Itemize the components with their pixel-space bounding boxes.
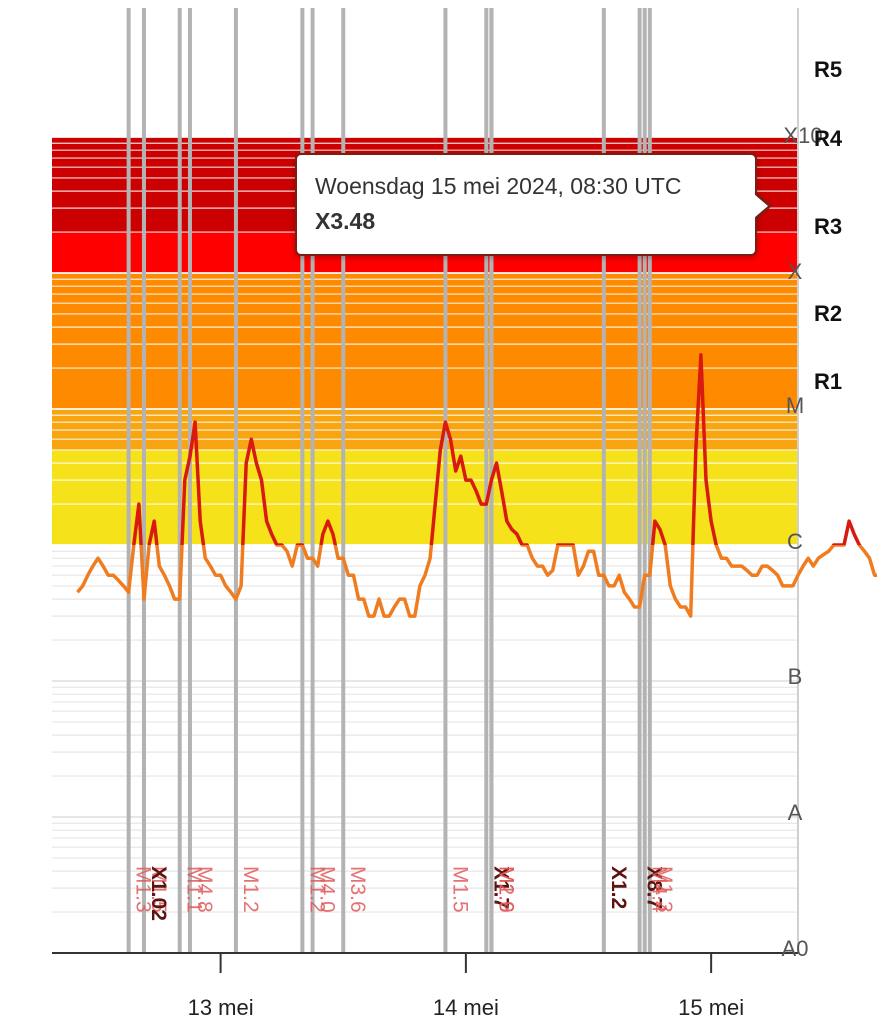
r-label-r3: R3: [814, 214, 842, 239]
class-label-x: X: [788, 259, 803, 284]
tooltip-date: Woensdag 15 mei 2024, 08:30 UTC: [315, 173, 682, 199]
x-tick-label: 13 mei: [188, 995, 254, 1020]
flare-label: M1.2: [305, 866, 328, 913]
x-tick-label: 14 mei: [433, 995, 499, 1020]
r-label-r2: R2: [814, 301, 842, 326]
class-gridlines: [52, 8, 799, 954]
r-scale-labels: R1 R2 R3 R4 R5: [814, 57, 843, 394]
flare-label: X1.7: [489, 866, 512, 909]
flare-label: M1.3: [132, 866, 155, 913]
band-r1: [52, 449, 798, 545]
r-label-r5: R5: [814, 57, 842, 82]
xray-flux-series: [76, 353, 877, 618]
flare-labels: M1.3M1.5X1.02 M1.1M4.8 M1.2 M1.2M4.0 M3.6 M1.…: [132, 866, 676, 921]
flare-label: M4.0: [316, 866, 339, 913]
flare-label: M3.6: [346, 866, 369, 913]
x-axis: 13 mei 14 mei 15 mei: [52, 952, 798, 1020]
flare-label: M1.5: [147, 866, 170, 913]
flare-label: M2.9: [494, 866, 517, 913]
flare-label: M1.2: [239, 866, 262, 913]
class-label-b: B: [788, 664, 803, 689]
flare-label: M1.5: [448, 866, 471, 913]
flare-label: M4.4: [648, 866, 671, 913]
tooltip-value: X3.48: [315, 208, 376, 234]
class-label-x10: X10: [783, 123, 822, 148]
flare-label: M1.3: [653, 866, 676, 913]
flare-label: M4.8: [193, 866, 216, 913]
data-tooltip: Woensdag 15 mei 2024, 08:30 UTC X3.48: [295, 153, 757, 256]
tooltip-arrow-fill: [754, 194, 768, 218]
r-label-r1: R1: [814, 369, 842, 394]
class-label-c: C: [787, 529, 803, 554]
flare-label: M1.1: [183, 866, 206, 913]
flare-label: X1.02: [147, 866, 170, 921]
series-line-below-m: [76, 545, 877, 618]
class-label-a0: A0: [782, 936, 809, 961]
class-label-m: M: [786, 393, 804, 418]
flare-class-labels: A0 A B C M X X10: [782, 123, 823, 961]
x-tick-label: 15 mei: [678, 995, 744, 1020]
r-label-r4: R4: [814, 126, 843, 151]
band-r3: [52, 273, 798, 409]
flare-label: X8.7: [643, 866, 666, 909]
flare-label: X1.2: [607, 866, 630, 909]
class-label-a: A: [788, 800, 803, 825]
flare-label: M1.6: [494, 866, 517, 913]
series-line-above-m: [132, 353, 862, 545]
